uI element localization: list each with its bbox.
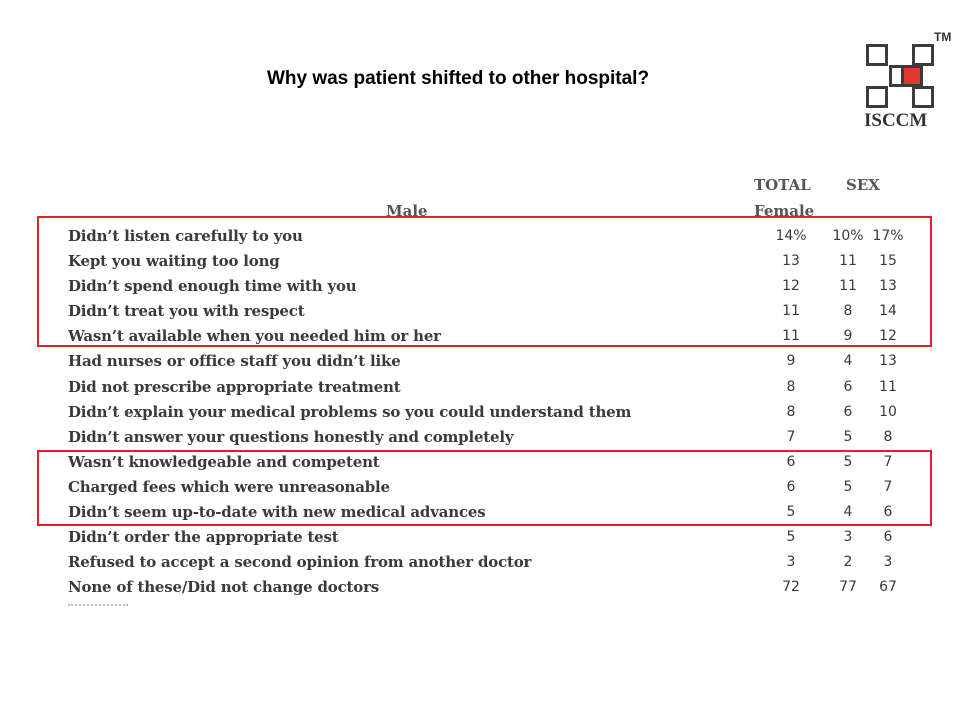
- row-label: Did not prescribe appropriate treatment: [68, 377, 401, 396]
- row-male: 6: [883, 504, 893, 521]
- logo-square-icon: [866, 44, 888, 66]
- row-label: Charged fees which were unreasonable: [68, 477, 390, 496]
- row-female: 3: [843, 529, 853, 546]
- row-label: Didn’t answer your questions honestly an…: [68, 427, 514, 446]
- highlight-box-top: [37, 216, 932, 347]
- survey-table: Didn’t listen carefully to you 14% 10% 17% K…: [68, 224, 928, 600]
- table-row: Wasn’t knowledgeable and competent 6 5 7: [68, 450, 928, 475]
- row-label: Didn’t treat you with respect: [68, 302, 305, 321]
- row-male: 7: [883, 453, 893, 470]
- row-total: 5: [786, 529, 796, 546]
- row-label: Didn’t spend enough time with you: [68, 277, 357, 296]
- row-total: 12: [782, 278, 800, 295]
- row-total: 3: [786, 554, 796, 571]
- header-sex: SEX: [846, 176, 880, 194]
- row-total: 11: [782, 303, 800, 320]
- table-row: Charged fees which were unreasonable 6 5 7: [68, 475, 928, 500]
- logo-brand-text: ISCCM: [864, 110, 928, 131]
- row-label: Didn’t seem up-to-date with new medical …: [68, 503, 486, 522]
- table-row: Didn’t treat you with respect 11 8 14: [68, 299, 928, 324]
- table-row: Didn’t order the appropriate test 5 3 6: [68, 525, 928, 550]
- logo-trademark: TM: [934, 30, 952, 44]
- table-cutoff-mark: [68, 604, 128, 609]
- row-female: 5: [843, 478, 853, 495]
- row-female: 9: [843, 328, 853, 345]
- table-row: None of these/Did not change doctors 72 77…: [68, 575, 928, 600]
- header-male: Male: [386, 202, 428, 217]
- table-row: Didn’t spend enough time with you 12 11 13: [68, 274, 928, 299]
- row-male: 15: [879, 253, 897, 270]
- row-female: 8: [843, 303, 853, 320]
- row-label: Wasn’t knowledgeable and competent: [68, 452, 380, 471]
- row-female: 10%: [832, 228, 864, 244]
- row-label: Had nurses or office staff you didn’t li…: [68, 352, 401, 371]
- logo-square-icon: [866, 86, 888, 108]
- row-female: 4: [843, 353, 853, 370]
- logo-square-icon: [912, 86, 934, 108]
- logo-square-icon: [912, 44, 934, 66]
- row-female: 6: [843, 378, 853, 395]
- row-female: 4: [843, 504, 853, 521]
- row-female: 5: [843, 428, 853, 445]
- row-total: 6: [786, 478, 796, 495]
- row-female: 11: [839, 278, 857, 295]
- row-total: 5: [786, 504, 796, 521]
- table-row: Refused to accept a second opinion from …: [68, 550, 928, 575]
- row-total: 72: [782, 579, 800, 596]
- row-total: 8: [786, 403, 796, 420]
- row-label: None of these/Did not change doctors: [68, 578, 380, 597]
- table-row: Did not prescribe appropriate treatment 8…: [68, 375, 928, 400]
- row-female: 77: [839, 579, 857, 596]
- header-total: TOTAL: [754, 176, 811, 194]
- row-male: 12: [879, 328, 897, 345]
- logo-red-square-icon: [901, 65, 923, 87]
- row-label: Kept you waiting too long: [68, 252, 280, 271]
- row-male: 3: [883, 554, 893, 571]
- row-female: 6: [843, 403, 853, 420]
- row-male: 11: [879, 378, 897, 395]
- table-row: Wasn’t available when you needed him or …: [68, 324, 928, 349]
- isccm-logo: TM ISCCM: [858, 30, 954, 140]
- row-label: Didn’t listen carefully to you: [68, 227, 303, 245]
- row-female: 11: [839, 253, 857, 270]
- row-total: 8: [786, 378, 796, 395]
- header-female: Female: [754, 202, 815, 217]
- row-total: 9: [786, 353, 796, 370]
- row-label: Wasn’t available when you needed him or …: [68, 327, 441, 346]
- table-row: Didn’t answer your questions honestly an…: [68, 425, 928, 450]
- row-male: 13: [879, 278, 897, 295]
- table-row: Didn’t explain your medical problems so …: [68, 400, 928, 425]
- row-total: 14%: [775, 228, 807, 244]
- row-label: Didn’t explain your medical problems so …: [68, 402, 632, 421]
- row-male: 10: [879, 403, 897, 420]
- row-female: 2: [843, 554, 853, 571]
- row-total: 7: [786, 428, 796, 445]
- row-male: 7: [883, 478, 893, 495]
- slide-title: Why was patient shifted to other hospita…: [266, 68, 650, 89]
- row-male: 13: [879, 353, 897, 370]
- table-row: Didn’t listen carefully to you 14% 10% 17%: [68, 224, 928, 249]
- table-row: Kept you waiting too long 13 11 15: [68, 249, 928, 274]
- row-male: 14: [879, 303, 897, 320]
- row-male: 8: [883, 428, 893, 445]
- highlight-box-bottom: [37, 450, 932, 526]
- table-row: Didn’t seem up-to-date with new medical …: [68, 500, 928, 525]
- row-total: 13: [782, 253, 800, 270]
- table-row: Had nurses or office staff you didn’t li…: [68, 349, 928, 374]
- row-total: 11: [782, 328, 800, 345]
- row-label: Refused to accept a second opinion from …: [68, 553, 532, 572]
- row-female: 5: [843, 453, 853, 470]
- row-total: 6: [786, 453, 796, 470]
- row-label: Didn’t order the appropriate test: [68, 528, 339, 547]
- row-male: 17%: [872, 228, 904, 244]
- row-male: 67: [879, 579, 897, 596]
- row-male: 6: [883, 529, 893, 546]
